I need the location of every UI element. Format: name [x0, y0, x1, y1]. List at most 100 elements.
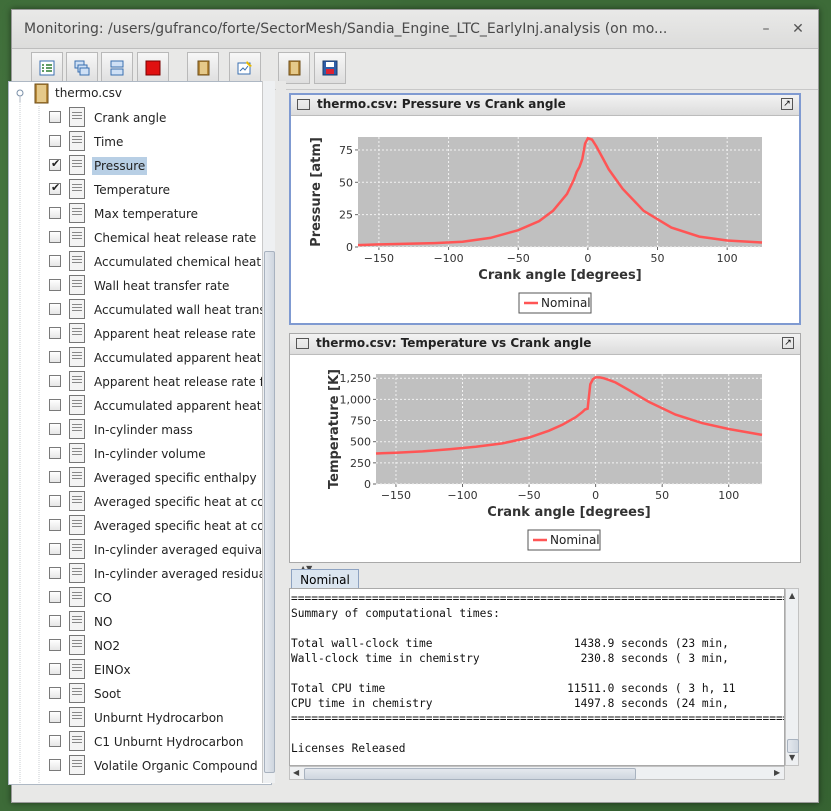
tree-item[interactable]: NO2 [9, 634, 271, 658]
pressure-chart-panel[interactable]: thermo.csv: Pressure vs Crank angle ↗ −1… [289, 93, 801, 325]
tree-item[interactable]: Max temperature [9, 202, 271, 226]
tree-item[interactable]: Averaged specific enthalpy [9, 466, 271, 490]
tree-item-checkbox[interactable] [49, 735, 61, 747]
tree-item-checkbox[interactable] [49, 399, 61, 411]
scroll-right-icon[interactable]: ▶ [774, 768, 781, 777]
tree-item-label: Max temperature [94, 207, 199, 221]
tree-item[interactable]: EINOx [9, 658, 271, 682]
tree-item-checkbox[interactable] [49, 351, 61, 363]
tree-scroll-thumb[interactable] [264, 251, 275, 773]
tree-item-checkbox[interactable] [49, 711, 61, 723]
tree-item[interactable]: In-cylinder averaged equival [9, 538, 271, 562]
tree-item-checkbox[interactable] [49, 567, 61, 579]
tree-item[interactable]: NO [9, 610, 271, 634]
tree-item-checkbox[interactable] [49, 447, 61, 459]
tree-item[interactable]: Apparent heat release rate [9, 322, 271, 346]
tree-item[interactable]: Chemical heat release rate [9, 226, 271, 250]
tree-item-checkbox[interactable] [49, 543, 61, 555]
tree-item-checkbox[interactable] [49, 519, 61, 531]
y-tick-label: 750 [350, 415, 371, 428]
tab-nominal[interactable]: Nominal [291, 569, 359, 590]
tree-item[interactable]: Temperature [9, 178, 271, 202]
tree-item[interactable]: Accumulated wall heat transf [9, 298, 271, 322]
tree-item[interactable]: Averaged specific heat at cor [9, 490, 271, 514]
tree-item[interactable]: Soot [9, 682, 271, 706]
scroll-down-icon[interactable]: ▼ [789, 753, 796, 762]
open-file-button[interactable] [278, 52, 310, 84]
console-v-thumb[interactable] [787, 739, 799, 753]
console-horizontal-scrollbar[interactable]: ◀ ▶ [289, 766, 785, 780]
tree-item[interactable]: Unburnt Hydrocarbon [9, 706, 271, 730]
scroll-left-icon[interactable]: ◀ [293, 768, 300, 777]
tree-item-checkbox[interactable] [49, 111, 61, 123]
tree-item[interactable]: In-cylinder mass [9, 418, 271, 442]
tree-item[interactable]: Averaged specific heat at cor [9, 514, 271, 538]
tree-item-checkbox[interactable] [49, 135, 61, 147]
console-vertical-scrollbar[interactable]: ▲ ▼ [785, 588, 799, 766]
tree-item[interactable]: Accumulated apparent heat r [9, 346, 271, 370]
tree-item[interactable]: In-cylinder averaged residua [9, 562, 271, 586]
tree-item[interactable]: C1 Unburnt Hydrocarbon [9, 730, 271, 754]
tree-item[interactable]: Volatile Organic Compound [9, 754, 271, 778]
tree-item-checkbox[interactable] [49, 375, 61, 387]
tree-item[interactable]: Accumulated chemical heat r [9, 250, 271, 274]
close-icon[interactable]: ✕ [792, 21, 804, 37]
edit-chart-button[interactable] [229, 52, 261, 84]
tree-item-checkbox[interactable] [49, 687, 61, 699]
tree-item-checkbox[interactable] [49, 279, 61, 291]
tree-item-checkbox[interactable] [49, 157, 61, 171]
title-bar[interactable]: Monitoring: /users/gufranco/forte/Sector… [12, 10, 818, 49]
tree-collapse-icon[interactable] [15, 88, 29, 102]
x-axis-label: Crank angle [degrees] [487, 505, 650, 520]
console-output[interactable]: ========================================… [289, 588, 785, 766]
tree-scrollbar[interactable] [262, 81, 275, 783]
maximize-icon[interactable]: ↗ [782, 337, 794, 349]
tree-item[interactable]: Wall heat transfer rate [9, 274, 271, 298]
tree-item-checkbox[interactable] [49, 495, 61, 507]
tile-windows-button[interactable] [101, 52, 133, 84]
temperature-chart-panel[interactable]: thermo.csv: Temperature vs Crank angle ↗… [289, 333, 801, 563]
tree-item[interactable]: Time [9, 130, 271, 154]
checklist-button[interactable] [31, 52, 63, 84]
tree-item-checkbox[interactable] [49, 255, 61, 267]
tree-item[interactable]: Accumulated apparent heat r [9, 394, 271, 418]
tree-item-label: Time [94, 135, 124, 149]
checklist-icon [39, 60, 55, 76]
tree-item-label: NO [94, 615, 113, 629]
tree-item-checkbox[interactable] [49, 207, 61, 219]
console-h-thumb[interactable] [304, 768, 636, 780]
tree-item[interactable]: Pressure [9, 154, 271, 178]
tree-item-checkbox[interactable] [49, 231, 61, 243]
vertical-splitter[interactable] [276, 81, 286, 783]
tree-item-checkbox[interactable] [49, 181, 61, 195]
tree-item-label: Averaged specific heat at cor [94, 495, 270, 509]
splitter-arrows-icon[interactable]: ▲▼ [300, 564, 312, 573]
document-icon [69, 563, 85, 583]
tree-item-checkbox[interactable] [49, 591, 61, 603]
pressure-panel-header[interactable]: thermo.csv: Pressure vs Crank angle ↗ [291, 95, 799, 116]
tree-item-checkbox[interactable] [49, 471, 61, 483]
maximize-icon[interactable]: ↗ [781, 98, 793, 110]
open-button[interactable] [187, 52, 219, 84]
save-button[interactable] [314, 52, 346, 84]
tree-item-checkbox[interactable] [49, 759, 61, 771]
tree-item[interactable]: CO [9, 586, 271, 610]
tree-root[interactable]: thermo.csv [9, 82, 271, 106]
scroll-up-icon[interactable]: ▲ [789, 591, 796, 600]
open-book-icon [288, 60, 301, 76]
tree-item[interactable]: Apparent heat release rate fr [9, 370, 271, 394]
tree-item-checkbox[interactable] [49, 303, 61, 315]
tree-item-checkbox[interactable] [49, 615, 61, 627]
tree-item-checkbox[interactable] [49, 327, 61, 339]
cascade-windows-button[interactable] [66, 52, 98, 84]
y-tick-label: 75 [339, 144, 353, 157]
stop-button[interactable] [137, 52, 169, 84]
tree-item[interactable]: Crank angle [9, 106, 271, 130]
tree-item-checkbox[interactable] [49, 663, 61, 675]
cascade-windows-icon [74, 60, 90, 76]
minimize-icon[interactable]: – [762, 21, 770, 37]
temperature-panel-header[interactable]: thermo.csv: Temperature vs Crank angle ↗ [290, 334, 800, 355]
tree-item-checkbox[interactable] [49, 423, 61, 435]
tree-item-checkbox[interactable] [49, 639, 61, 651]
tree-item[interactable]: In-cylinder volume [9, 442, 271, 466]
